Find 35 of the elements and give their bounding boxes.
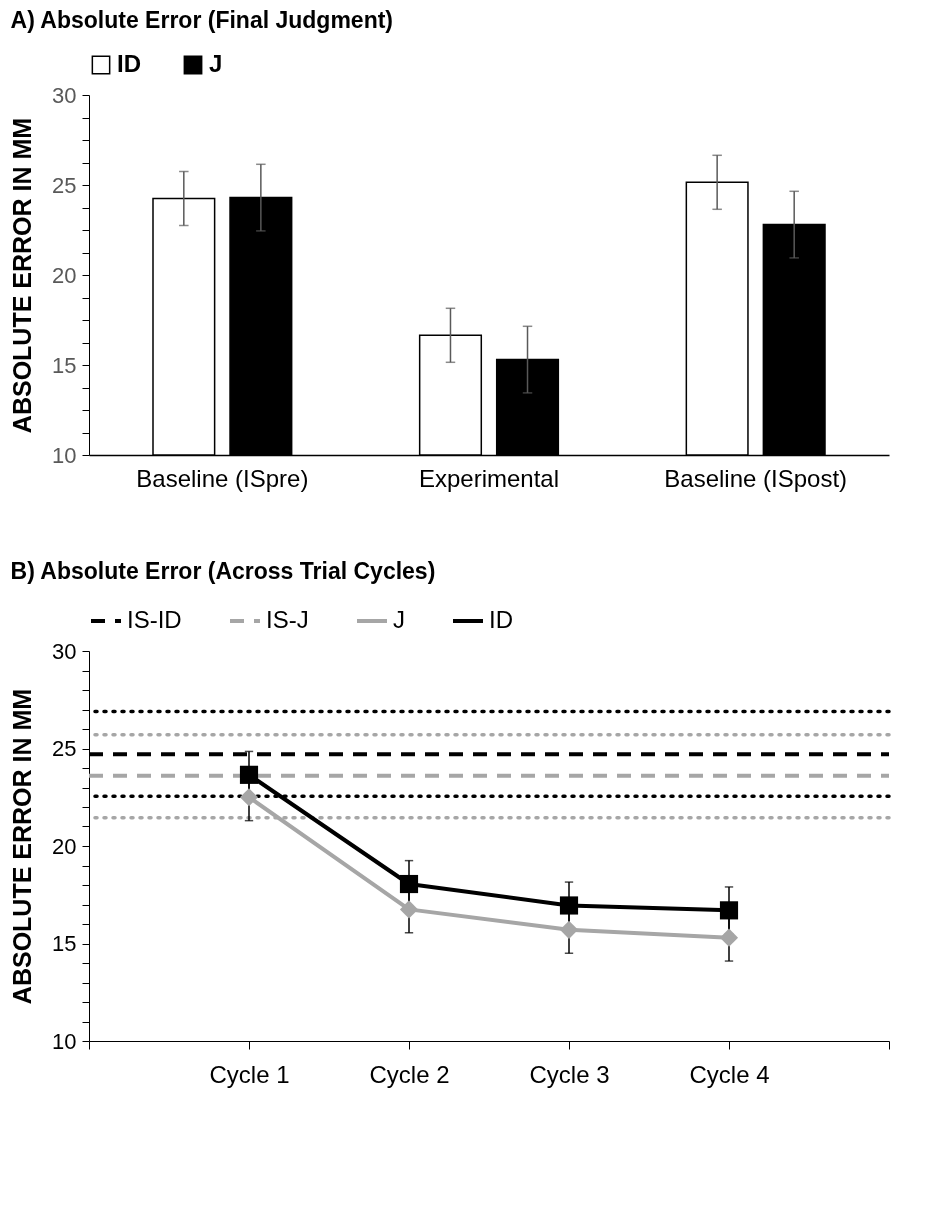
point [719,928,739,947]
x-tick-label: Cycle 1 [209,1060,290,1088]
point [399,874,419,894]
point [719,901,739,920]
chart-title: A) Absolute Error (Final Judgment) [10,7,394,33]
x-tick-label: Baseline (ISpost) [664,464,848,492]
y-tick-label: 30 [52,82,77,108]
y-tick-label: 10 [52,442,77,468]
legend-label: IS-ID [127,606,182,633]
y-tick-label: 30 [52,638,77,664]
y-axis-title: ABSOLUTE ERROR IN MM [8,688,37,1005]
legend-label: IS-J [266,606,309,633]
x-tick-label: Cycle 4 [689,1060,770,1088]
chart-title: B) Absolute Error (Across Trial Cycles) [10,558,436,584]
y-tick-label: 25 [52,172,77,198]
y-axis-title: ABSOLUTE ERROR IN MM [8,117,37,434]
legend-label: ID [117,50,141,77]
y-tick-label: 25 [52,736,77,761]
point [559,920,579,939]
point [239,788,259,807]
legend-label: J [393,606,405,633]
x-tick-label: Cycle 3 [529,1060,610,1088]
y-tick-label: 15 [52,352,77,378]
y-tick-label: 20 [52,262,77,288]
x-tick-label: Cycle 2 [369,1060,450,1088]
y-tick-label: 20 [52,833,77,859]
x-tick-label: Baseline (ISpre) [136,464,309,492]
legend-label: J [209,50,223,77]
point [239,765,259,784]
legend-label: ID [489,606,513,633]
y-tick-label: 10 [52,1028,77,1054]
y-tick-label: 15 [52,931,77,956]
point [559,896,579,915]
point [399,900,419,919]
x-tick-label: Experimental [418,464,560,492]
